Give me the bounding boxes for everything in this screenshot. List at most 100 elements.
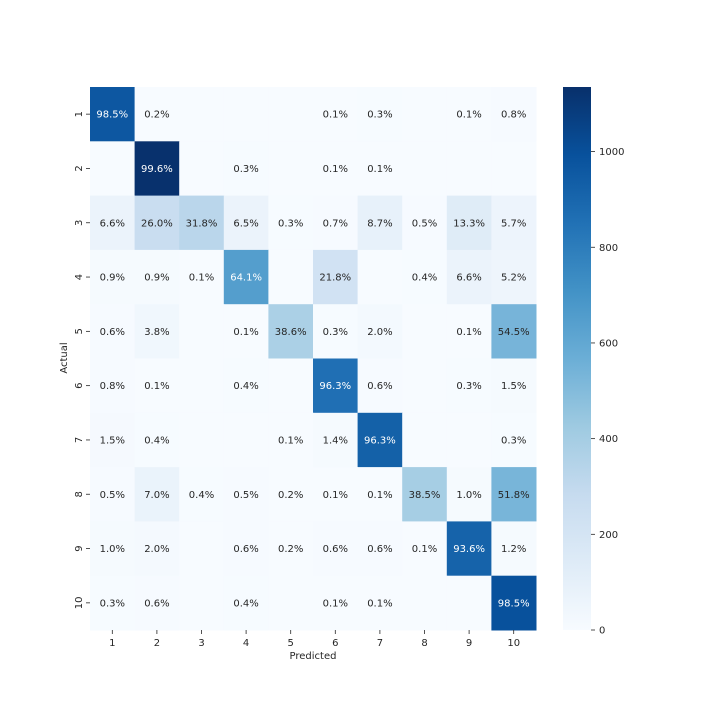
heatmap-cell bbox=[223, 412, 269, 468]
heatmap-cell-label: 0.5% bbox=[412, 218, 437, 229]
colorbar-ticks: 0 200 400 600 800 1000 bbox=[591, 147, 624, 637]
heatmap-cell bbox=[491, 304, 537, 359]
heatmap-cell bbox=[90, 467, 136, 522]
heatmap-cell-label: 0.1% bbox=[456, 327, 481, 338]
heatmap-cell bbox=[402, 575, 448, 631]
heatmap-cell bbox=[90, 521, 136, 577]
heatmap-cell bbox=[268, 141, 314, 197]
heatmap-cell-label: 0.4% bbox=[412, 273, 437, 284]
y-tick-label: 1 bbox=[74, 111, 85, 117]
heatmap-cell bbox=[357, 249, 403, 305]
heatmap-cell bbox=[179, 412, 225, 468]
heatmap-cell-label: 5.2% bbox=[501, 273, 526, 284]
heatmap-cell bbox=[491, 412, 537, 468]
heatmap-cell-label: 0.4% bbox=[144, 435, 169, 446]
heatmap-cell-label: 1.4% bbox=[323, 435, 348, 446]
heatmap-cell bbox=[402, 141, 448, 197]
heatmap-cell bbox=[268, 575, 314, 631]
heatmap-cell bbox=[357, 575, 403, 631]
heatmap-cell-label: 0.7% bbox=[323, 218, 348, 229]
heatmap-cell bbox=[90, 87, 136, 142]
heatmap-cell-label: 6.6% bbox=[100, 218, 125, 229]
x-tick-label: 4 bbox=[243, 638, 249, 649]
heatmap-cell bbox=[134, 521, 180, 577]
heatmap-cell bbox=[313, 141, 359, 197]
heatmap-cell bbox=[223, 521, 269, 577]
heatmap-cell-label: 0.6% bbox=[233, 544, 258, 555]
y-tick-label: 2 bbox=[74, 165, 85, 171]
y-tick-label: 9 bbox=[74, 545, 85, 551]
heatmap-cell-label: 21.8% bbox=[319, 273, 351, 284]
heatmap-cell-label: 0.6% bbox=[367, 381, 392, 392]
x-tick-label: 3 bbox=[198, 638, 204, 649]
heatmap-cell-label: 1.0% bbox=[100, 544, 125, 555]
heatmap-cell-label: 0.1% bbox=[323, 598, 348, 609]
heatmap-cell bbox=[313, 358, 359, 414]
heatmap-cell-label: 0.1% bbox=[367, 490, 392, 501]
heatmap-cell-label: 0.1% bbox=[323, 110, 348, 121]
heatmap-cell bbox=[446, 412, 492, 468]
heatmap-cell bbox=[179, 87, 225, 142]
heatmap-cell-label: 0.4% bbox=[233, 381, 258, 392]
heatmap-cell bbox=[491, 358, 537, 414]
heatmap-cell-label: 0.6% bbox=[367, 544, 392, 555]
heatmap-cell-label: 0.3% bbox=[501, 435, 526, 446]
heatmap-cell-label: 96.3% bbox=[364, 435, 396, 446]
heatmap-cell bbox=[179, 195, 225, 251]
heatmap-cell-label: 98.5% bbox=[96, 110, 128, 121]
heatmap-cell-label: 1.5% bbox=[100, 435, 125, 446]
heatmap-cell bbox=[223, 195, 269, 251]
heatmap-cell bbox=[134, 358, 180, 414]
y-tick-label: 7 bbox=[74, 437, 85, 443]
heatmap-cells bbox=[90, 87, 537, 631]
heatmap-cell-label: 0.4% bbox=[189, 490, 214, 501]
heatmap-cell-label: 31.8% bbox=[186, 218, 218, 229]
heatmap-cell bbox=[90, 195, 136, 251]
heatmap-cell bbox=[179, 467, 225, 522]
heatmap-cell bbox=[268, 412, 314, 468]
heatmap-cell bbox=[446, 467, 492, 522]
heatmap-cell bbox=[223, 141, 269, 197]
heatmap-cell-label: 0.5% bbox=[233, 490, 258, 501]
heatmap-cell bbox=[313, 304, 359, 359]
heatmap-cell bbox=[268, 467, 314, 522]
heatmap-cell bbox=[313, 521, 359, 577]
heatmap-cell bbox=[402, 195, 448, 251]
heatmap-cell bbox=[134, 87, 180, 142]
x-tick-label: 5 bbox=[288, 638, 294, 649]
heatmap-cell-label: 0.3% bbox=[367, 110, 392, 121]
heatmap-cell-label: 0.1% bbox=[144, 381, 169, 392]
heatmap-cell bbox=[446, 195, 492, 251]
heatmap-cell bbox=[90, 304, 136, 359]
heatmap-cell bbox=[268, 195, 314, 251]
heatmap-cell-label: 0.1% bbox=[233, 327, 258, 338]
heatmap-cell bbox=[402, 358, 448, 414]
heatmap-cell bbox=[357, 304, 403, 359]
heatmap-cell-label: 64.1% bbox=[230, 273, 262, 284]
heatmap-cell-labels: 98.5% 0.2% 0.1% 0.3% 0.1% 0.8% 99.6% 0.3% 0.1% 0.… bbox=[96, 110, 529, 610]
heatmap-cell bbox=[357, 141, 403, 197]
heatmap-cell bbox=[491, 195, 537, 251]
heatmap-cell bbox=[446, 304, 492, 359]
heatmap-cell bbox=[179, 575, 225, 631]
heatmap-cell bbox=[90, 358, 136, 414]
heatmap-cell-label: 3.8% bbox=[144, 327, 169, 338]
heatmap-cell bbox=[491, 249, 537, 305]
heatmap-cell-label: 2.0% bbox=[144, 544, 169, 555]
heatmap-cell bbox=[223, 575, 269, 631]
heatmap-cell bbox=[223, 87, 269, 142]
heatmap-cell-label: 5.7% bbox=[501, 218, 526, 229]
heatmap-cell bbox=[491, 521, 537, 577]
heatmap-cell bbox=[223, 467, 269, 522]
heatmap-cell bbox=[402, 467, 448, 522]
heatmap-cell bbox=[357, 467, 403, 522]
heatmap-cell-label: 7.0% bbox=[144, 490, 169, 501]
heatmap-cell-label: 8.7% bbox=[367, 218, 392, 229]
heatmap-cell-label: 0.6% bbox=[100, 327, 125, 338]
heatmap-cell bbox=[268, 249, 314, 305]
heatmap-cell bbox=[402, 412, 448, 468]
heatmap-cell bbox=[446, 141, 492, 197]
y-axis-ticks: 1 2 3 4 5 6 7 8 9 10 bbox=[74, 111, 90, 609]
heatmap-cell bbox=[179, 521, 225, 577]
